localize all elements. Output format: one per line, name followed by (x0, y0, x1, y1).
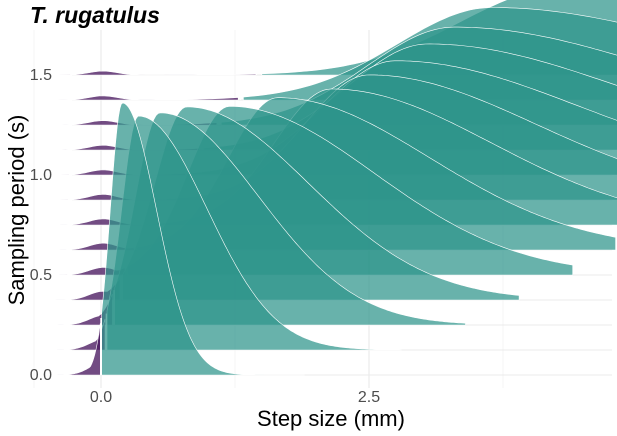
x-tick-label: 2.5 (358, 389, 380, 406)
ridge-area-below (52, 70, 257, 76)
chart-title: T. rugatulus (30, 2, 160, 28)
y-tick-label: 1.5 (30, 67, 52, 84)
ridges (52, 0, 617, 376)
ridge-area-below (52, 323, 101, 376)
ridge (52, 102, 305, 376)
y-tick-label: 0.5 (30, 267, 52, 284)
y-tick-label: 0.0 (30, 367, 52, 384)
ridge-area-above (106, 115, 402, 351)
ridge-area-below (52, 95, 239, 101)
x-tick-label: 0.0 (90, 389, 112, 406)
y-tick-label: 1.0 (30, 167, 52, 184)
ridge-area-above (101, 102, 305, 376)
x-axis-label: Step size (mm) (257, 406, 405, 431)
y-axis-label: Sampling period (s) (4, 115, 29, 306)
